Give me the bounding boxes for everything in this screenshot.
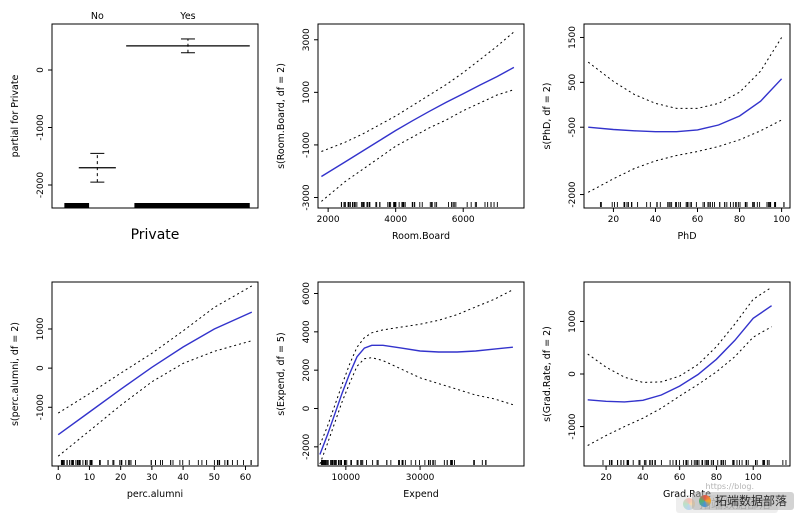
svg-text:2000: 2000 (317, 215, 340, 225)
svg-text:Private: Private (131, 227, 180, 243)
svg-text:-1000: -1000 (568, 413, 578, 439)
svg-text:500: 500 (568, 73, 578, 90)
svg-text:100: 100 (773, 215, 790, 225)
panel-room-board: -3000 -1000 1000 3000 2000 4000 6000 s(Room.Boa… (272, 8, 532, 244)
svg-text:s(Grad.Rate, df = 2): s(Grad.Rate, df = 2) (542, 326, 553, 422)
svg-text:40: 40 (177, 473, 189, 483)
panel-phd: -2000 -500 500 1500 20 40 60 80 100 s(PhD, df = 2… (538, 8, 798, 244)
svg-text:1000: 1000 (568, 310, 578, 333)
chart-expend: -2000 0 2000 4000 6000 10000 30000 s(Expend, df… (276, 281, 525, 500)
panel-private: 0 -1000 -2000 partial for Private Private No Y… (6, 8, 266, 244)
svg-text:0: 0 (36, 365, 46, 371)
svg-text:-2000: -2000 (36, 172, 46, 198)
svg-text:60: 60 (674, 473, 686, 483)
svg-text:0: 0 (55, 473, 61, 483)
svg-text:-1000: -1000 (36, 394, 46, 420)
svg-text:80: 80 (711, 473, 723, 483)
svg-text:-3000: -3000 (302, 184, 312, 210)
svg-text:Grad.Rate: Grad.Rate (663, 489, 711, 500)
svg-text:30000: 30000 (406, 473, 435, 483)
svg-text:0: 0 (302, 405, 312, 411)
svg-text:s(Room.Board, df = 2): s(Room.Board, df = 2) (276, 63, 287, 169)
svg-text:-2000: -2000 (302, 433, 312, 459)
svg-text:40: 40 (637, 473, 649, 483)
svg-text:20: 20 (115, 473, 127, 483)
svg-text:20: 20 (608, 215, 620, 225)
svg-text:partial for Private: partial for Private (10, 74, 21, 157)
svg-text:6000: 6000 (302, 282, 312, 305)
svg-text:60: 60 (240, 473, 252, 483)
chart-private: 0 -1000 -2000 partial for Private Private No Y… (10, 11, 259, 243)
svg-text:0: 0 (568, 371, 578, 377)
svg-text:30: 30 (146, 473, 158, 483)
svg-text:perc.alumni: perc.alumni (127, 489, 183, 500)
svg-text:4000: 4000 (384, 215, 407, 225)
svg-text:Yes: Yes (179, 11, 195, 22)
svg-text:Room.Board: Room.Board (392, 231, 450, 242)
panel-expend: -2000 0 2000 4000 6000 10000 30000 s(Expend, df… (272, 266, 532, 502)
panel-grad-rate: -1000 0 1000 20 40 60 80 100 s(Grad.Rate, df = 2… (538, 266, 798, 502)
svg-text:s(perc.alumni, df = 2): s(perc.alumni, df = 2) (10, 322, 21, 426)
svg-text:-500: -500 (568, 117, 578, 138)
svg-text:60: 60 (692, 215, 704, 225)
chart-phd: -2000 -500 500 1500 20 40 60 80 100 s(PhD, df = 2… (542, 23, 791, 242)
svg-text:No: No (91, 11, 104, 22)
svg-text:4000: 4000 (302, 320, 312, 343)
svg-text:1000: 1000 (36, 317, 46, 340)
svg-text:s(Expend, df = 5): s(Expend, df = 5) (276, 332, 287, 415)
svg-text:1000: 1000 (302, 81, 312, 104)
svg-text:1500: 1500 (568, 26, 578, 49)
svg-text:6000: 6000 (452, 215, 475, 225)
svg-text:2000: 2000 (302, 358, 312, 381)
plot-grid: 0 -1000 -2000 partial for Private Private No Y… (6, 8, 798, 502)
svg-text:-1000: -1000 (302, 132, 312, 158)
svg-text:s(PhD, df = 2): s(PhD, df = 2) (542, 83, 553, 150)
svg-text:100: 100 (745, 473, 762, 483)
svg-text:80: 80 (734, 215, 746, 225)
svg-text:-2000: -2000 (568, 181, 578, 207)
chart-perc-alumni: -1000 0 1000 0 10 20 30 40 50 60 s(perc.alumni, df… (10, 281, 259, 500)
svg-text:PhD: PhD (677, 231, 696, 242)
chart-grad-rate: -1000 0 1000 20 40 60 80 100 s(Grad.Rate, df = 2… (542, 281, 791, 500)
svg-text:40: 40 (650, 215, 662, 225)
svg-text:-1000: -1000 (36, 114, 46, 140)
svg-text:20: 20 (600, 473, 612, 483)
panel-perc-alumni: -1000 0 1000 0 10 20 30 40 50 60 s(perc.alumni, df… (6, 266, 266, 502)
svg-text:10: 10 (84, 473, 96, 483)
svg-text:0: 0 (36, 67, 46, 73)
svg-text:Expend: Expend (403, 489, 439, 500)
svg-text:3000: 3000 (302, 28, 312, 51)
chart-room-board: -3000 -1000 1000 3000 2000 4000 6000 s(Room.Boa… (276, 23, 525, 242)
svg-text:10000: 10000 (332, 473, 361, 483)
svg-text:50: 50 (209, 473, 221, 483)
